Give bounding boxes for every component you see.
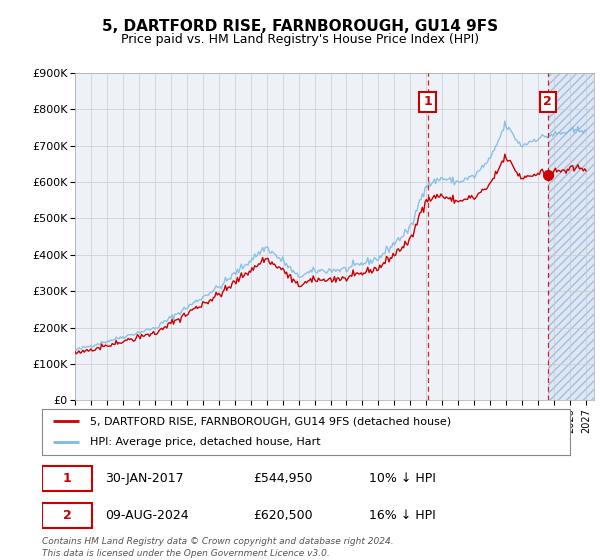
Text: 1: 1 [423,95,432,109]
Text: 2: 2 [544,95,552,109]
Text: 10% ↓ HPI: 10% ↓ HPI [370,472,436,485]
Text: 5, DARTFORD RISE, FARNBOROUGH, GU14 9FS: 5, DARTFORD RISE, FARNBOROUGH, GU14 9FS [102,20,498,34]
Text: 1: 1 [63,472,71,485]
Text: 09-AUG-2024: 09-AUG-2024 [106,509,189,522]
FancyBboxPatch shape [42,466,92,491]
Bar [548,73,594,400]
Text: HPI: Average price, detached house, Hart: HPI: Average price, detached house, Hart [89,437,320,447]
Text: £620,500: £620,500 [253,509,313,522]
Text: £544,950: £544,950 [253,472,313,485]
Text: 2: 2 [63,509,71,522]
Text: Contains HM Land Registry data © Crown copyright and database right 2024.
This d: Contains HM Land Registry data © Crown c… [42,537,394,558]
FancyBboxPatch shape [42,503,92,528]
Text: Price paid vs. HM Land Registry's House Price Index (HPI): Price paid vs. HM Land Registry's House … [121,32,479,46]
Text: 16% ↓ HPI: 16% ↓ HPI [370,509,436,522]
Text: 5, DARTFORD RISE, FARNBOROUGH, GU14 9FS (detached house): 5, DARTFORD RISE, FARNBOROUGH, GU14 9FS … [89,416,451,426]
Text: 30-JAN-2017: 30-JAN-2017 [106,472,184,485]
